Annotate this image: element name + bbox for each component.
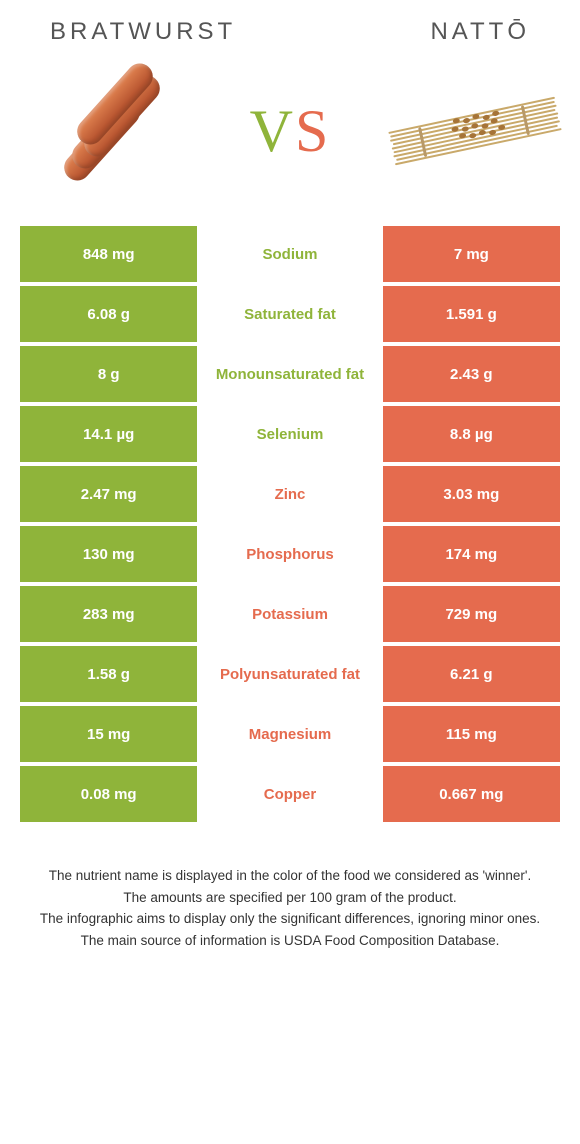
cell-right-value: 174 mg: [383, 526, 560, 582]
cell-left-value: 1.58 g: [20, 646, 197, 702]
table-row: 283 mgPotassium729 mg: [20, 586, 560, 642]
cell-nutrient-label: Polyunsaturated fat: [201, 646, 378, 702]
cell-left-value: 848 mg: [20, 226, 197, 282]
footer-line: The nutrient name is displayed in the co…: [30, 866, 550, 886]
cell-right-value: 729 mg: [383, 586, 560, 642]
table-row: 0.08 mgCopper0.667 mg: [20, 766, 560, 822]
cell-nutrient-label: Selenium: [201, 406, 378, 462]
food-title-left: BRATWURST: [50, 18, 236, 46]
cell-left-value: 283 mg: [20, 586, 197, 642]
cell-right-value: 3.03 mg: [383, 466, 560, 522]
cell-left-value: 2.47 mg: [20, 466, 197, 522]
table-row: 6.08 gSaturated fat1.591 g: [20, 286, 560, 342]
cell-right-value: 115 mg: [383, 706, 560, 762]
cell-right-value: 0.667 mg: [383, 766, 560, 822]
cell-right-value: 1.591 g: [383, 286, 560, 342]
natto-icon: [390, 86, 550, 176]
sausages-icon: [40, 81, 180, 181]
cell-nutrient-label: Phosphorus: [201, 526, 378, 582]
food-title-right: NATTŌ: [430, 18, 530, 46]
vs-s: S: [295, 98, 330, 164]
cell-nutrient-label: Magnesium: [201, 706, 378, 762]
table-row: 14.1 µgSelenium8.8 µg: [20, 406, 560, 462]
table-row: 2.47 mgZinc3.03 mg: [20, 466, 560, 522]
natto-image: [390, 76, 550, 186]
cell-left-value: 15 mg: [20, 706, 197, 762]
vs-label: VS: [250, 97, 331, 166]
cell-left-value: 6.08 g: [20, 286, 197, 342]
cell-nutrient-label: Sodium: [201, 226, 378, 282]
cell-nutrient-label: Copper: [201, 766, 378, 822]
footer-notes: The nutrient name is displayed in the co…: [0, 826, 580, 972]
cell-left-value: 0.08 mg: [20, 766, 197, 822]
table-row: 1.58 gPolyunsaturated fat6.21 g: [20, 646, 560, 702]
cell-nutrient-label: Zinc: [201, 466, 378, 522]
nutrient-table: 848 mgSodium7 mg6.08 gSaturated fat1.591…: [20, 226, 560, 822]
cell-left-value: 14.1 µg: [20, 406, 197, 462]
images-row: VS: [0, 56, 580, 226]
footer-line: The main source of information is USDA F…: [30, 931, 550, 951]
cell-left-value: 130 mg: [20, 526, 197, 582]
header-row: BRATWURST NATTŌ: [0, 0, 580, 56]
cell-nutrient-label: Potassium: [201, 586, 378, 642]
table-row: 8 gMonounsaturated fat2.43 g: [20, 346, 560, 402]
table-row: 848 mgSodium7 mg: [20, 226, 560, 282]
bratwurst-image: [30, 76, 190, 186]
table-row: 15 mgMagnesium115 mg: [20, 706, 560, 762]
cell-nutrient-label: Monounsaturated fat: [201, 346, 378, 402]
infographic-container: BRATWURST NATTŌ VS: [0, 0, 580, 972]
footer-line: The infographic aims to display only the…: [30, 909, 550, 929]
vs-v: V: [250, 98, 295, 164]
cell-left-value: 8 g: [20, 346, 197, 402]
cell-right-value: 2.43 g: [383, 346, 560, 402]
cell-right-value: 7 mg: [383, 226, 560, 282]
footer-line: The amounts are specified per 100 gram o…: [30, 888, 550, 908]
cell-right-value: 8.8 µg: [383, 406, 560, 462]
cell-nutrient-label: Saturated fat: [201, 286, 378, 342]
cell-right-value: 6.21 g: [383, 646, 560, 702]
table-row: 130 mgPhosphorus174 mg: [20, 526, 560, 582]
